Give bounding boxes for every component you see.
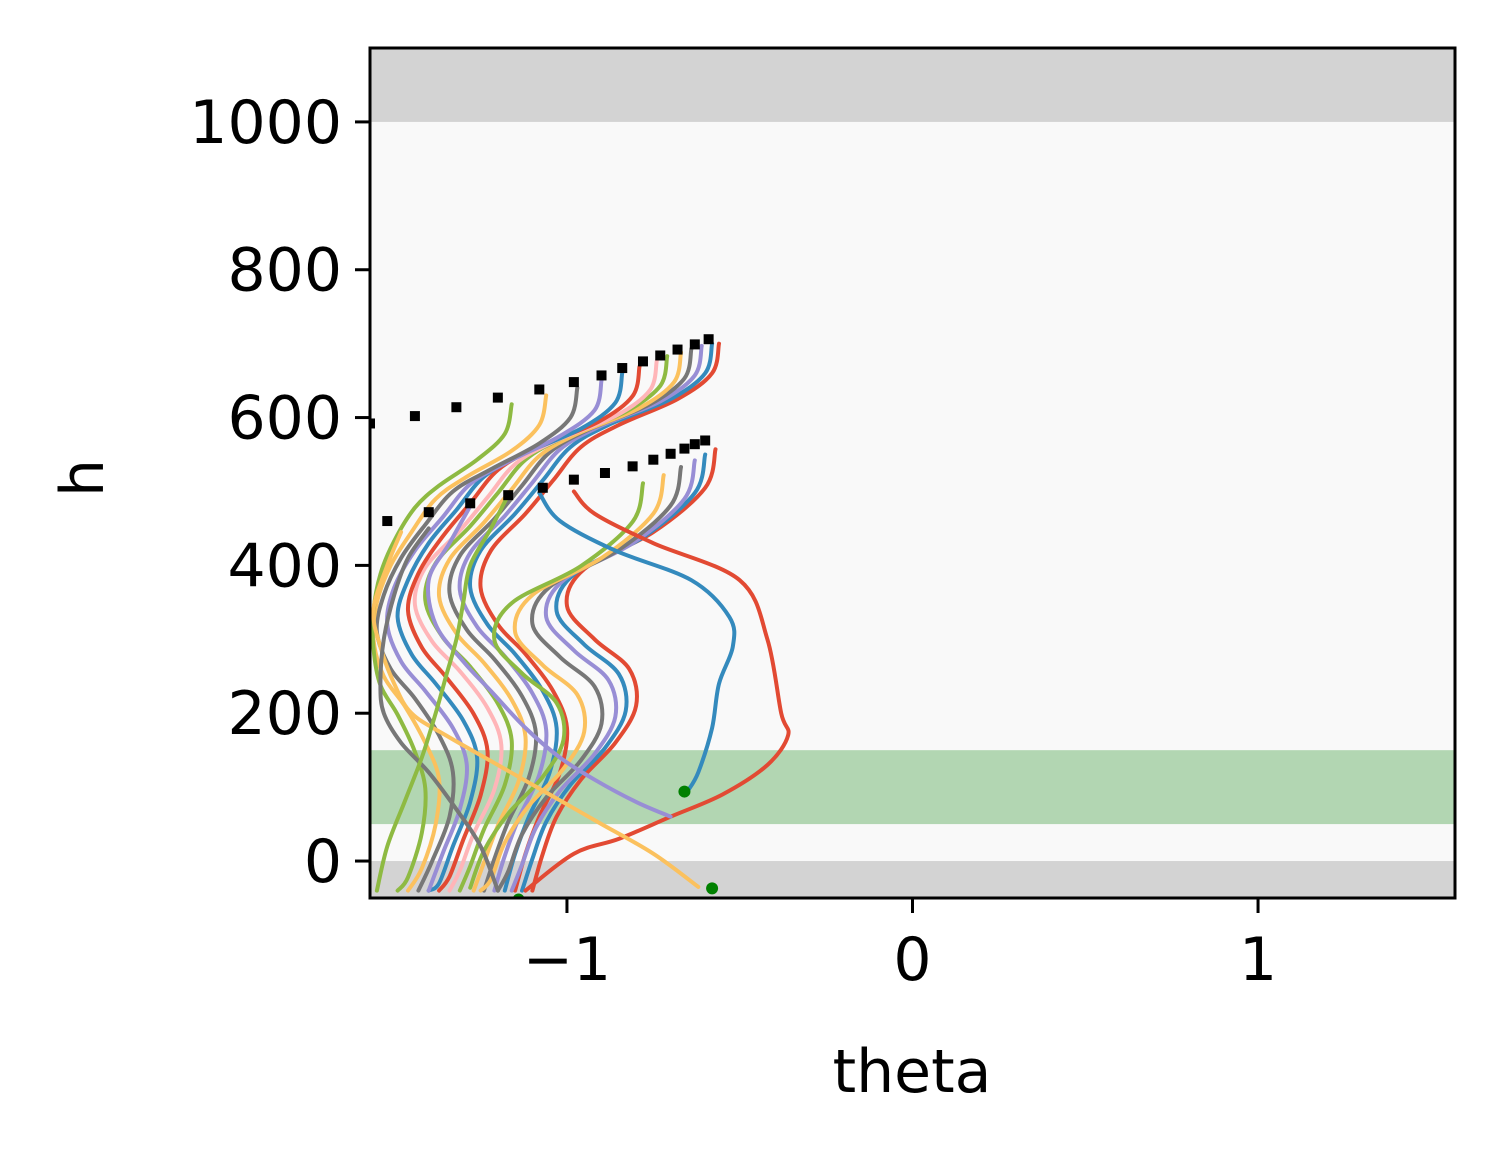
endpoint-marker-10	[655, 350, 666, 361]
endpoint-marker-4	[492, 392, 503, 403]
endpoint-marker-23	[665, 448, 676, 459]
band-lower-boundary	[370, 861, 1455, 898]
endpoint-marker-5	[534, 384, 545, 395]
x-axis-label: theta	[833, 1037, 992, 1107]
endpoint-marker-8	[617, 363, 628, 374]
endpoint-marker-16	[465, 498, 476, 509]
y-tick-label: 200	[227, 679, 342, 749]
trajectory-line-21	[537, 491, 737, 793]
trajectory-line-11	[374, 386, 580, 893]
endpoint-marker-15	[423, 507, 434, 518]
endpoint-marker-12	[689, 339, 700, 350]
x-tick-label: 1	[1239, 925, 1277, 995]
endpoint-marker-11	[672, 344, 683, 355]
y-tick-label: 1000	[189, 88, 342, 158]
trajectory-line-19	[468, 481, 645, 890]
start-marker-1	[678, 785, 691, 798]
endpoint-marker-3	[451, 402, 462, 413]
trajectory-line-16	[509, 458, 697, 893]
x-tick-label: 0	[893, 925, 931, 995]
endpoint-marker-2	[409, 411, 420, 422]
band-upper-boundary	[370, 48, 1455, 122]
y-tick-label: 600	[227, 384, 342, 454]
trajectories-layer	[370, 341, 791, 893]
trajectory-line-23	[378, 526, 500, 893]
endpoint-marker-25	[689, 439, 700, 450]
x-axis-ticks: −1 0 1	[523, 898, 1277, 995]
trajectory-line-24	[426, 504, 673, 819]
trajectory-line-18	[478, 473, 666, 893]
endpoint-marker-9	[637, 356, 648, 367]
endpoints-layer	[370, 334, 719, 898]
y-tick-label: 800	[227, 236, 342, 306]
endpoint-marker-26	[700, 435, 711, 446]
endpoint-marker-18	[537, 482, 548, 493]
y-tick-label: 400	[227, 531, 342, 601]
trajectory-line-13	[370, 402, 514, 893]
endpoint-marker-14	[382, 516, 393, 527]
trajectory-line-1	[478, 341, 721, 893]
start-marker-2	[706, 882, 719, 895]
y-axis-label: h	[48, 459, 118, 497]
endpoint-marker-20	[599, 468, 610, 478]
x-tick-label: −1	[523, 925, 611, 995]
trajectory-line-17	[495, 465, 683, 893]
trajectory-line-20	[523, 489, 791, 893]
trajectory-line-10	[385, 378, 604, 893]
endpoint-marker-1	[370, 418, 375, 429]
y-axis-ticks: 0 200 400 600 800 1000	[189, 88, 370, 897]
endpoint-marker-22	[648, 454, 659, 465]
endpoint-marker-24	[679, 443, 690, 454]
y-tick-label: 0	[304, 827, 342, 897]
endpoint-marker-19	[568, 474, 579, 485]
endpoint-marker-17	[503, 490, 514, 501]
trajectory-line-25	[374, 493, 511, 893]
endpoint-marker-6	[568, 377, 579, 388]
endpoint-marker-13	[703, 334, 714, 345]
trajectory-line-22	[371, 530, 701, 889]
endpoint-marker-21	[627, 461, 638, 472]
endpoint-marker-7	[596, 370, 607, 381]
